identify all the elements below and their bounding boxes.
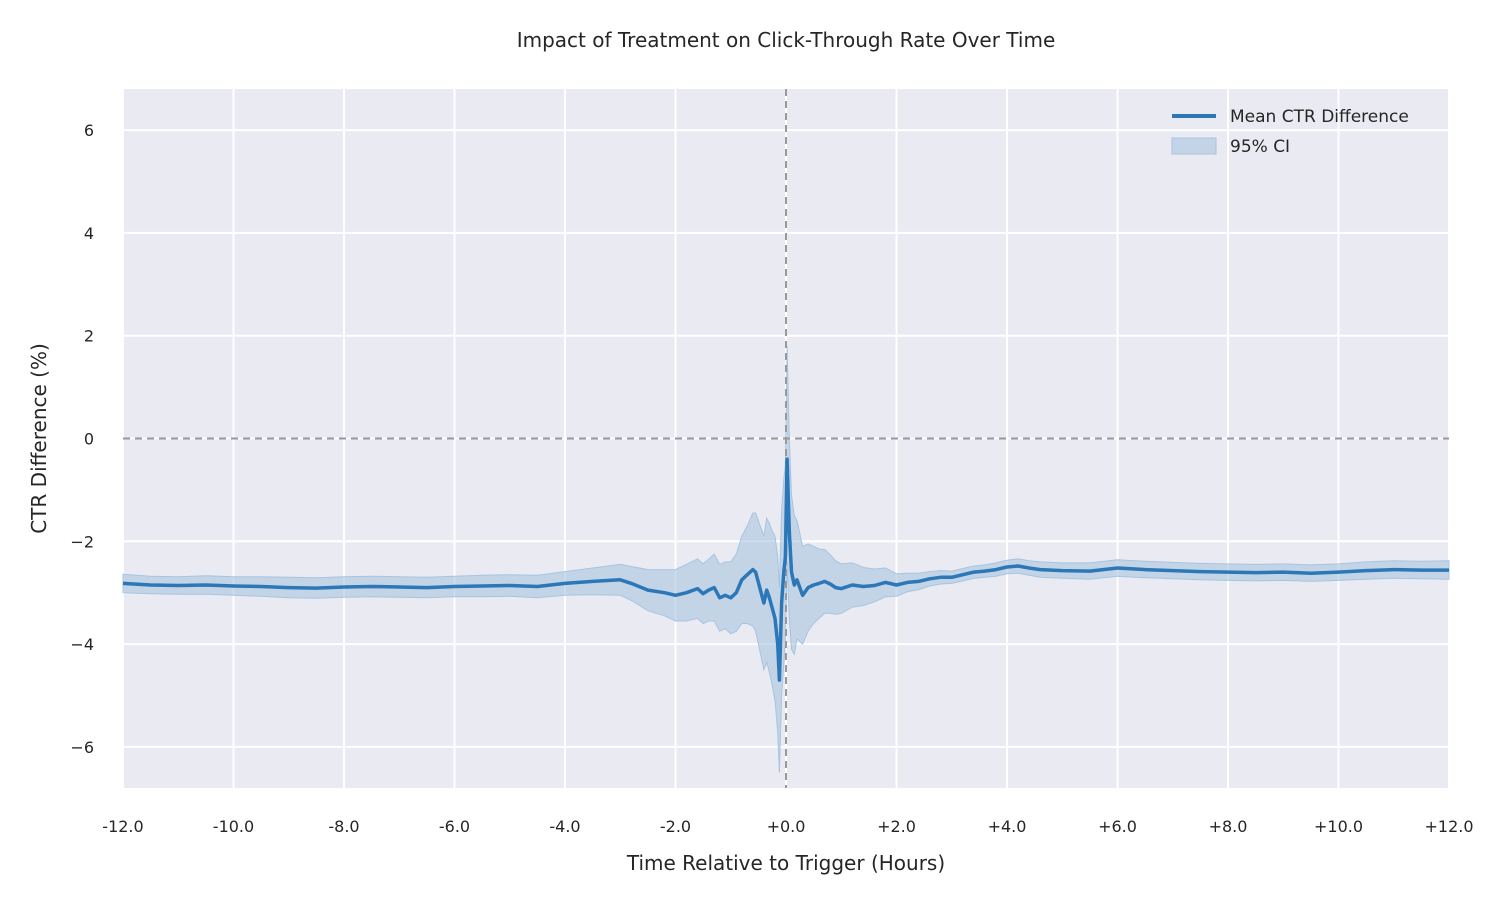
- x-tick-label: +0.0: [767, 817, 806, 836]
- y-tick-label: 2: [84, 327, 94, 346]
- y-tick-label: 0: [84, 430, 94, 449]
- y-tick-label: −2: [70, 532, 94, 551]
- legend-swatch-ci: [1171, 137, 1217, 155]
- x-axis-ticks: -12.0 -10.0 -8.0 -6.0 -4.0 -2.0 +0.0 +2.0 +4.0 +6…: [102, 817, 1473, 836]
- y-axis-ticks: 6 4 2 0 −2 −4 −6: [70, 121, 94, 757]
- x-tick-label: -6.0: [439, 817, 470, 836]
- legend-label-mean-ctr: Mean CTR Difference: [1230, 107, 1409, 127]
- x-tick-label: +10.0: [1314, 817, 1363, 836]
- x-tick-label: -12.0: [102, 817, 143, 836]
- x-tick-label: -2.0: [660, 817, 691, 836]
- y-tick-label: −4: [70, 635, 94, 654]
- x-tick-label: -10.0: [213, 817, 254, 836]
- y-tick-label: 6: [84, 121, 94, 140]
- y-tick-label: 4: [84, 224, 94, 243]
- y-axis-title: CTR Difference (%): [27, 343, 51, 534]
- legend-label-ci: 95% CI: [1230, 137, 1290, 157]
- legend: Mean CTR Difference 95% CI: [1171, 107, 1409, 157]
- x-tick-label: +6.0: [1098, 817, 1137, 836]
- x-tick-label: -4.0: [549, 817, 580, 836]
- x-tick-label: +4.0: [988, 817, 1027, 836]
- x-tick-label: +2.0: [877, 817, 916, 836]
- chart-title: Impact of Treatment on Click-Through Rat…: [517, 28, 1056, 52]
- series-line-mean-ctr: [122, 457, 1449, 682]
- x-tick-label: +8.0: [1209, 817, 1248, 836]
- series-line-layer: [122, 457, 1449, 682]
- reference-lines: [123, 89, 1449, 788]
- y-tick-label: −6: [70, 738, 94, 757]
- x-tick-label: -8.0: [328, 817, 359, 836]
- x-tick-label: +12.0: [1424, 817, 1473, 836]
- x-axis-title: Time Relative to Trigger (Hours): [626, 851, 945, 875]
